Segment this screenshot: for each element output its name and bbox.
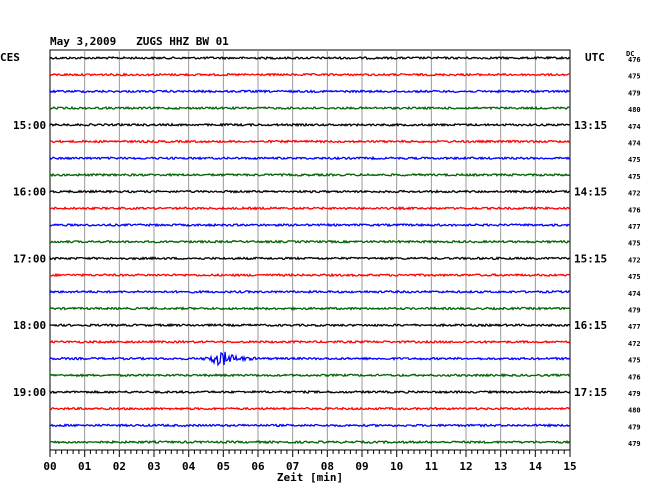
chart-title: May 3,2009 ZUGS HHZ BW 01 bbox=[50, 35, 229, 48]
right-hour-label: 13:15 bbox=[574, 119, 607, 132]
trace-20 bbox=[49, 389, 571, 395]
trace-4 bbox=[49, 122, 571, 128]
dc-value-label: 479 bbox=[628, 440, 641, 448]
x-tick-label: 13 bbox=[494, 460, 507, 473]
dc-value-label: 475 bbox=[628, 173, 641, 181]
x-tick-label: 00 bbox=[43, 460, 56, 473]
x-tick-label: 09 bbox=[355, 460, 368, 473]
dc-value-label: 472 bbox=[628, 256, 641, 264]
x-tick-label: 01 bbox=[78, 460, 92, 473]
trace-14 bbox=[49, 289, 571, 295]
trace-2 bbox=[49, 89, 571, 94]
dc-value-label: 476 bbox=[628, 56, 641, 64]
x-tick-label: 08 bbox=[321, 460, 334, 473]
trace-23 bbox=[49, 439, 571, 445]
x-tick-label: 07 bbox=[286, 460, 299, 473]
right-hour-label: 17:15 bbox=[574, 386, 607, 399]
trace-16 bbox=[49, 322, 571, 328]
x-tick-label: 06 bbox=[251, 460, 265, 473]
dc-value-label: 479 bbox=[628, 423, 641, 431]
trace-19 bbox=[49, 372, 571, 378]
x-tick-label: 02 bbox=[113, 460, 126, 473]
dc-value-label: 479 bbox=[628, 307, 641, 315]
trace-10 bbox=[49, 222, 571, 228]
right-timezone-label: UTC bbox=[585, 51, 605, 64]
x-tick-label: 05 bbox=[217, 460, 230, 473]
trace-11 bbox=[49, 239, 571, 244]
dc-value-label: 477 bbox=[628, 323, 641, 331]
dc-value-label: 472 bbox=[628, 340, 641, 348]
left-hour-label: 18:00 bbox=[13, 319, 46, 332]
right-hour-label: 16:15 bbox=[574, 319, 607, 332]
trace-0 bbox=[49, 55, 571, 61]
trace-3 bbox=[49, 105, 571, 111]
left-hour-label: 15:00 bbox=[13, 119, 46, 132]
left-hour-label: 19:00 bbox=[13, 386, 46, 399]
plot-frame bbox=[49, 49, 571, 451]
dc-value-label: 476 bbox=[628, 373, 641, 381]
trace-13 bbox=[49, 272, 571, 278]
trace-17 bbox=[49, 339, 571, 345]
trace-6 bbox=[49, 155, 571, 161]
left-timezone-label: CES bbox=[0, 51, 20, 64]
trace-7 bbox=[49, 172, 571, 178]
dc-value-label: 480 bbox=[628, 106, 641, 114]
right-hour-label: 15:15 bbox=[574, 252, 607, 265]
dc-value-label: 474 bbox=[628, 290, 641, 298]
dc-value-label: 474 bbox=[628, 140, 641, 148]
x-tick-label: 12 bbox=[459, 460, 472, 473]
trace-1 bbox=[49, 72, 570, 77]
trace-5 bbox=[49, 139, 571, 144]
trace-9 bbox=[49, 205, 571, 211]
trace-8 bbox=[49, 189, 571, 194]
traces bbox=[49, 55, 571, 445]
dc-value-label: 480 bbox=[628, 407, 641, 415]
dc-value-label: 475 bbox=[628, 240, 641, 248]
x-axis: 00 01 02 03 04 05 06 07 08 09 10 11 12 13 14 15 bbox=[43, 450, 577, 473]
dc-value-label: 475 bbox=[628, 357, 641, 365]
dc-value-label: 477 bbox=[628, 223, 641, 231]
dc-value-label: 475 bbox=[628, 273, 641, 281]
dc-value-label: 475 bbox=[628, 73, 641, 81]
trace-12 bbox=[49, 255, 570, 261]
dc-value-label: 474 bbox=[628, 123, 641, 131]
x-tick-label: 04 bbox=[182, 460, 196, 473]
dc-value-label: 476 bbox=[628, 206, 641, 214]
dc-value-label: 472 bbox=[628, 190, 641, 198]
dc-header-label: DC bbox=[626, 50, 634, 58]
left-hour-label: 17:00 bbox=[13, 252, 46, 265]
x-axis-label: Zeit [min] bbox=[277, 471, 343, 484]
dc-value-label: 479 bbox=[628, 390, 641, 398]
trace-22 bbox=[49, 422, 571, 428]
x-tick-label: 14 bbox=[529, 460, 543, 473]
dc-value-label: 479 bbox=[628, 89, 641, 97]
right-hour-label: 14:15 bbox=[574, 186, 607, 199]
dc-value-label: 475 bbox=[628, 156, 641, 164]
grid bbox=[84, 50, 536, 450]
x-tick-label: 10 bbox=[390, 460, 403, 473]
x-tick-label: 11 bbox=[425, 460, 439, 473]
trace-21 bbox=[49, 406, 571, 411]
x-tick-label: 03 bbox=[147, 460, 160, 473]
trace-15 bbox=[49, 306, 571, 311]
trace-18 bbox=[49, 351, 571, 367]
x-tick-label: 15 bbox=[563, 460, 576, 473]
labels: 15:00 16:00 17:00 18:00 19:00 13:15 14:15 15:15… bbox=[13, 56, 641, 448]
left-hour-label: 16:00 bbox=[13, 186, 46, 199]
